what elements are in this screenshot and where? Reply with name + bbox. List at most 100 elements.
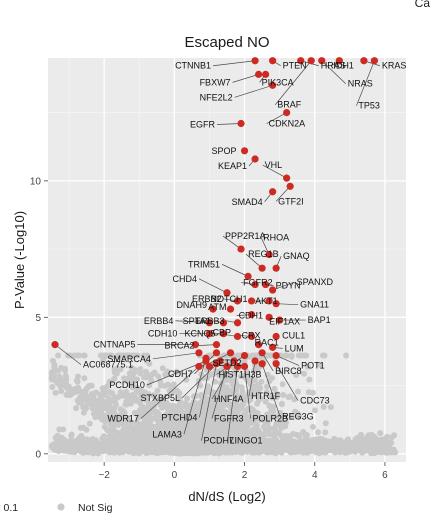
not-sig-point — [164, 448, 171, 455]
sig-point-erbb3 — [233, 319, 242, 327]
not-sig-point — [80, 404, 87, 411]
not-sig-point — [167, 389, 174, 396]
gene-label-tp53: TP53 — [358, 101, 380, 111]
not-sig-point — [170, 443, 177, 450]
not-sig-point — [377, 430, 384, 437]
not-sig-point — [159, 365, 166, 372]
not-sig-point — [169, 427, 176, 433]
not-sig-point — [52, 389, 59, 396]
not-sig-point — [271, 385, 278, 392]
not-sig-point — [138, 392, 145, 398]
not-sig-point — [317, 361, 324, 368]
not-sig-point — [236, 395, 243, 402]
leader-line — [199, 366, 210, 418]
not-sig-point — [63, 377, 70, 383]
not-sig-point — [247, 353, 253, 360]
not-sig-point — [96, 411, 103, 418]
not-sig-point — [249, 413, 256, 420]
not-sig-point — [204, 425, 211, 432]
gene-label-hist1h3b: HIST1H3B — [219, 370, 262, 380]
not-sig-point — [136, 449, 143, 455]
not-sig-point — [212, 367, 219, 374]
sig-point-gtf2i — [286, 182, 294, 190]
not-sig-point — [259, 436, 266, 443]
gene-label-erbb4: ERBB4 — [144, 316, 174, 326]
sig-point-reg3g — [258, 360, 266, 368]
not-sig-point — [176, 435, 183, 442]
gene-label-chd4: CHD4 — [172, 274, 197, 284]
not-sig-point — [224, 402, 231, 408]
not-sig-point — [255, 397, 262, 404]
gene-label-spop: SPOP — [212, 146, 237, 156]
not-sig-point — [322, 437, 329, 444]
leader-line — [211, 366, 228, 419]
gene-label-braf: BRAF — [277, 100, 302, 110]
not-sig-point — [49, 384, 56, 390]
not-sig-point — [339, 448, 346, 455]
chart-title: Escaped NO — [184, 34, 269, 51]
gene-label-atm: ATM — [208, 302, 226, 312]
not-sig-point — [106, 380, 113, 386]
not-sig-point — [109, 441, 116, 448]
not-sig-point — [75, 373, 81, 380]
not-sig-point — [224, 377, 231, 384]
not-sig-point — [320, 444, 327, 451]
sig-point-pik3ca — [262, 70, 270, 78]
legend-swatch-not-sig — [57, 503, 65, 511]
gene-label-eif1ax: EIF1AX — [269, 316, 300, 326]
not-sig-point — [80, 409, 87, 416]
not-sig-point — [345, 442, 352, 449]
not-sig-point — [247, 439, 254, 446]
not-sig-point — [204, 389, 211, 396]
not-sig-point — [244, 396, 251, 402]
not-sig-point — [212, 436, 219, 443]
sig-point-pdyn — [262, 280, 270, 289]
gene-label-rac1: RAC1 — [255, 338, 279, 348]
not-sig-point — [125, 375, 132, 382]
not-sig-point — [338, 443, 345, 450]
not-sig-point — [216, 410, 223, 417]
not-sig-point — [235, 352, 241, 359]
leader-line — [275, 355, 300, 366]
not-sig-point — [120, 433, 127, 440]
not-sig-point — [49, 368, 56, 375]
not-sig-point — [383, 436, 390, 443]
not-sig-point — [81, 352, 88, 359]
not-sig-point — [279, 381, 286, 388]
not-sig-point — [82, 436, 89, 443]
not-sig-point — [108, 397, 115, 404]
not-sig-point — [218, 429, 225, 436]
sig-point-wdr17 — [195, 362, 203, 371]
not-sig-point — [74, 378, 81, 385]
not-sig-point — [244, 445, 251, 452]
not-sig-point — [105, 437, 112, 444]
not-sig-point — [306, 376, 313, 383]
not-sig-point — [264, 438, 271, 445]
x-tick-label: 4 — [312, 470, 318, 481]
legend-label-not-sig: Not Sig — [78, 502, 113, 513]
gene-label-fgfr3: FGFR3 — [214, 413, 244, 423]
not-sig-point — [89, 441, 96, 448]
not-sig-point — [148, 377, 155, 384]
not-sig-point — [135, 425, 142, 432]
sig-point-lum — [269, 343, 277, 351]
sig-point-ptchd4 — [205, 362, 214, 371]
not-sig-point — [55, 440, 62, 447]
not-sig-point — [262, 398, 269, 405]
not-sig-point — [113, 370, 120, 377]
not-sig-point — [216, 450, 223, 457]
not-sig-point — [300, 370, 307, 377]
not-sig-point — [212, 445, 219, 452]
not-sig-point — [194, 428, 201, 435]
not-sig-point — [133, 384, 140, 391]
not-sig-point — [90, 393, 97, 400]
not-sig-point — [247, 388, 254, 395]
not-sig-point — [265, 426, 271, 433]
x-axis-label: dN/dS (Log2) — [188, 489, 265, 504]
not-sig-point — [78, 440, 85, 447]
not-sig-point — [178, 429, 185, 436]
not-sig-point — [263, 389, 270, 396]
sig-point-ppp2r1a — [237, 245, 245, 253]
not-sig-point — [184, 395, 191, 402]
not-sig-point — [254, 386, 261, 393]
